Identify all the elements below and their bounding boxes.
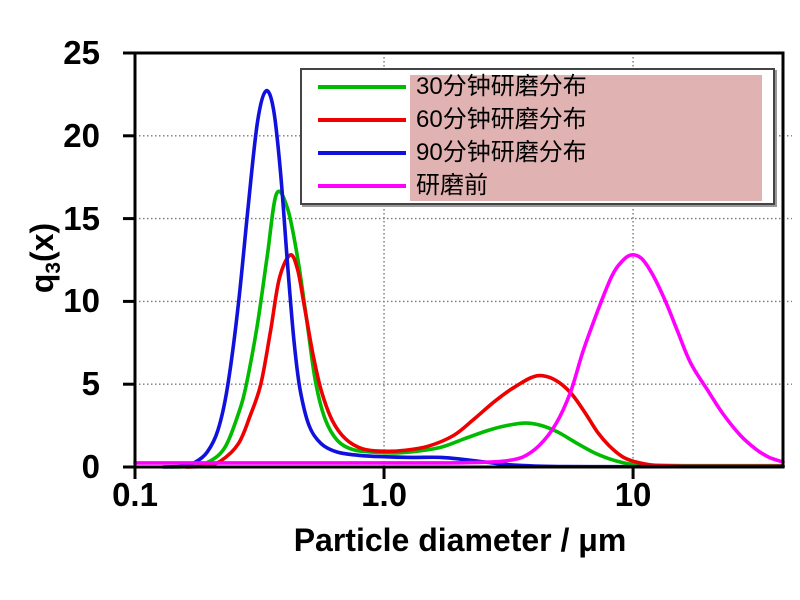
plot-border xyxy=(133,51,785,469)
legend-line-sample xyxy=(318,117,406,122)
x-tick-label: 0.1 xyxy=(112,476,158,513)
y-tick-label: 20 xyxy=(63,116,100,154)
legend-label: 60分钟研磨分布 xyxy=(416,105,587,133)
legend: 30分钟研磨分布 60分钟研磨分布 90分钟研磨分布 研磨前 xyxy=(300,68,775,205)
legend-rows: 30分钟研磨分布 60分钟研磨分布 90分钟研磨分布 研磨前 xyxy=(302,70,773,203)
curve-30min xyxy=(169,189,785,469)
legend-line-sample xyxy=(318,184,406,189)
y-tick-label: 10 xyxy=(63,282,100,320)
legend-line-sample xyxy=(318,84,406,89)
legend-line-sample xyxy=(318,151,406,156)
y-tick-label: 15 xyxy=(63,199,100,237)
legend-highlight xyxy=(410,75,762,201)
legend-item: 90分钟研磨分布 xyxy=(302,137,773,170)
curve-90min xyxy=(161,88,785,469)
legend-label: 30分钟研磨分布 xyxy=(416,72,587,100)
curve-60min xyxy=(184,253,785,469)
legend-item: 研磨前 xyxy=(302,170,773,203)
x-axis-title: Particle diameter / μm xyxy=(293,522,627,558)
y-tick-label: 0 xyxy=(81,448,100,485)
x-tick-label: 10 xyxy=(614,476,652,513)
legend-item: 60分钟研磨分布 xyxy=(302,103,773,136)
legend-item: 30分钟研磨分布 xyxy=(302,70,773,103)
x-tick-label: 1.0 xyxy=(361,476,407,513)
y-tick-label: 25 xyxy=(63,34,100,71)
y-tick-label: 5 xyxy=(81,365,100,403)
curve-before xyxy=(133,253,785,465)
legend-label: 研磨前 xyxy=(416,172,488,200)
y-axis-title-subscript: 3 xyxy=(42,261,65,274)
legend-label: 90分钟研磨分布 xyxy=(416,139,587,167)
